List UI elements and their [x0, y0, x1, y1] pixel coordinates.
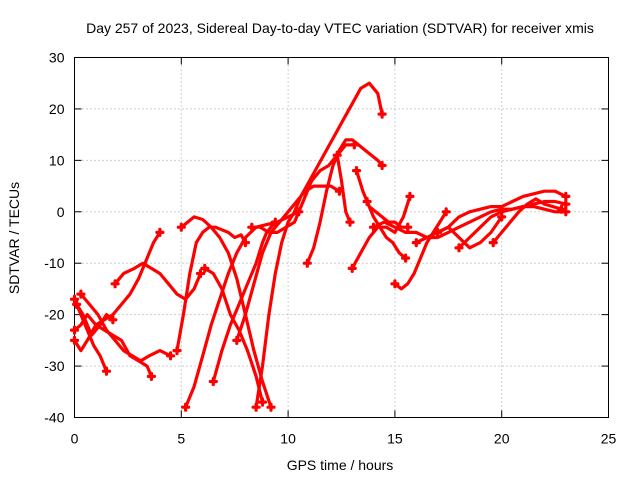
y-axis-label: SDTVAR / TECUs [6, 182, 22, 294]
series-track-15 [305, 138, 384, 265]
grid [74, 57, 609, 418]
series-track-18-end-markers [347, 191, 415, 273]
series-track-7 [175, 225, 247, 353]
series-track-4-end-markers [76, 289, 176, 361]
series-track-3 [72, 230, 162, 353]
series-track-11 [211, 220, 277, 384]
series-track-1-end-markers [69, 294, 112, 376]
series-track-25-end-markers [488, 204, 567, 248]
series-track-6 [75, 302, 115, 337]
series-track-17-end-markers [351, 166, 413, 232]
y-tick-label: -40 [44, 410, 64, 426]
series-track-16 [335, 153, 352, 224]
x-tick-label: 25 [601, 431, 617, 447]
series-track-23-end-markers [433, 191, 571, 237]
series-track-22 [414, 215, 504, 250]
series-track-10-end-markers [200, 263, 268, 407]
series-track-17 [354, 169, 410, 229]
series-track-8-end-markers [176, 222, 276, 412]
series-track-25 [491, 197, 564, 245]
series-track-3-end-markers [69, 227, 165, 345]
series-track-7-end-markers [172, 238, 250, 356]
series-track-4 [79, 292, 173, 363]
series-track-20 [393, 210, 448, 291]
series-track-21-end-markers [368, 199, 571, 232]
plot-frame [74, 57, 609, 418]
y-tick-label: 0 [57, 204, 65, 220]
y-tick-label: -20 [44, 307, 64, 323]
y-axis: -40 -30 -20 -10 0 10 20 30 [44, 50, 609, 426]
series-track-5-end-markers [110, 268, 206, 289]
chart-title: Day 257 of 2023, Sidereal Day-to-day VTE… [86, 20, 594, 36]
series-track-2-end-markers [69, 325, 156, 381]
data-series [69, 81, 571, 412]
series-track-5 [113, 261, 203, 301]
series-track-20-end-markers [390, 207, 451, 289]
series-track-22-end-markers [411, 212, 507, 248]
x-axis: 0 5 10 15 20 25 [71, 57, 617, 447]
x-tick-label: 10 [280, 431, 296, 447]
series-track-12-end-markers [232, 186, 344, 345]
series-track-11-end-markers [208, 217, 280, 387]
x-axis-label: GPS time / hours [287, 457, 394, 473]
series-track-19 [365, 199, 408, 260]
y-tick-label: -30 [44, 358, 64, 374]
series-track-24-end-markers [454, 207, 571, 253]
series-track-19-end-markers [362, 196, 411, 263]
series-track-14-end-markers [247, 140, 359, 232]
series-track-23 [436, 189, 568, 234]
series-track-9-end-markers [181, 207, 304, 412]
series-track-21 [371, 199, 568, 240]
series-track-18 [350, 194, 412, 270]
x-tick-label: 20 [494, 431, 510, 447]
series-track-15-end-markers [302, 160, 387, 268]
series-track-13-end-markers [251, 109, 387, 412]
series-track-13 [254, 81, 384, 409]
x-tick-label: 0 [71, 431, 79, 447]
series-track-6-end-markers [72, 299, 118, 325]
series-track-10 [203, 266, 265, 404]
y-tick-label: 30 [49, 50, 65, 66]
series-track-24 [457, 205, 568, 250]
series-track-8 [179, 215, 273, 409]
x-tick-label: 15 [387, 431, 403, 447]
series-track-12 [235, 184, 341, 342]
y-tick-label: 20 [49, 101, 65, 117]
x-tick-label: 5 [177, 431, 185, 447]
y-tick-label: -10 [44, 255, 64, 271]
y-tick-label: 10 [49, 152, 65, 168]
series-track-16-end-markers [332, 150, 355, 227]
